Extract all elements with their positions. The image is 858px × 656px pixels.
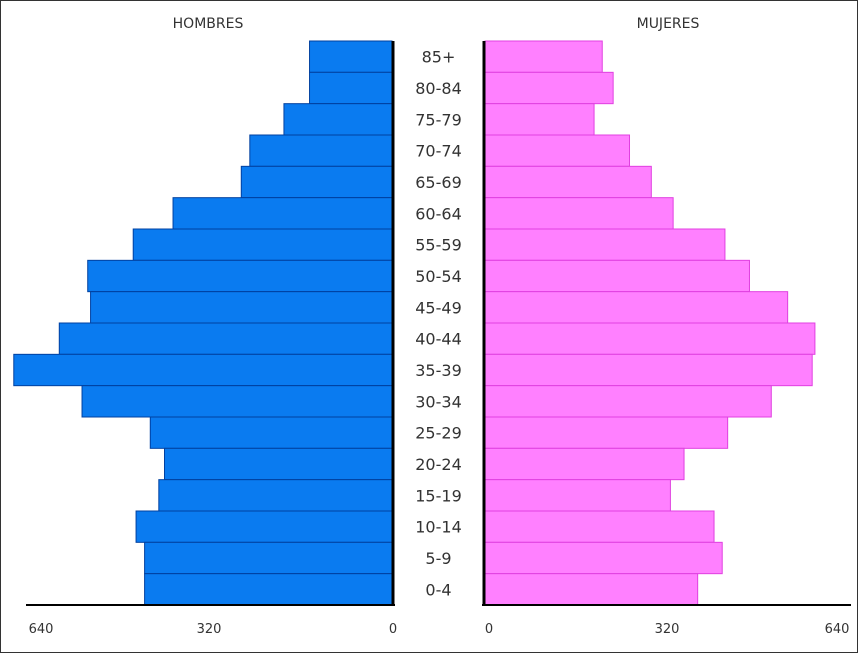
bar-mujeres-0-4 — [484, 573, 699, 606]
bar-hombres-25-29 — [149, 416, 393, 449]
bar-hombres-20-24 — [164, 447, 393, 481]
bar-mujeres-80-84 — [484, 71, 614, 105]
bar-hombres-35-39 — [13, 353, 393, 387]
bar-hombres-0-4 — [144, 573, 393, 606]
age-label-40-44: 40-44 — [415, 330, 462, 349]
age-label-10-14: 10-14 — [415, 518, 462, 537]
bar-hombres-5-9 — [144, 541, 393, 575]
age-label-55-59: 55-59 — [415, 236, 462, 255]
bar-mujeres-50-54 — [484, 259, 750, 293]
tick-left-640: 640 — [29, 622, 54, 637]
age-label-70-74: 70-74 — [415, 142, 462, 161]
bar-hombres-50-54 — [87, 259, 393, 293]
age-label-0-4: 0-4 — [425, 580, 451, 599]
age-label-65-69: 65-69 — [415, 173, 462, 192]
bar-hombres-80-84 — [309, 71, 393, 105]
bar-hombres-60-64 — [172, 197, 393, 230]
age-label-15-19: 15-19 — [415, 486, 462, 505]
bar-hombres-75-79 — [283, 103, 393, 136]
bar-mujeres-30-34 — [484, 385, 772, 418]
bar-mujeres-10-14 — [484, 510, 715, 543]
bar-hombres-55-59 — [132, 228, 393, 261]
age-label-80-84: 80-84 — [415, 79, 462, 98]
age-label-5-9: 5-9 — [425, 549, 451, 568]
bar-mujeres-60-64 — [484, 197, 674, 230]
bar-mujeres-40-44 — [484, 322, 816, 355]
tick-right-320: 320 — [655, 622, 680, 637]
age-label-30-34: 30-34 — [415, 392, 462, 411]
age-label-35-39: 35-39 — [415, 361, 462, 380]
legend-hombres: HOMBRES — [173, 16, 244, 32]
tick-right-640: 640 — [825, 622, 850, 637]
bar-mujeres-25-29 — [484, 416, 729, 449]
age-label-25-29: 25-29 — [415, 424, 462, 443]
bars-group — [13, 40, 816, 606]
age-label-45-49: 45-49 — [415, 298, 462, 317]
bar-mujeres-75-79 — [484, 103, 595, 136]
bar-hombres-30-34 — [81, 385, 393, 418]
bar-mujeres-45-49 — [484, 291, 789, 324]
age-label-50-54: 50-54 — [415, 267, 462, 286]
bar-mujeres-35-39 — [484, 353, 813, 387]
bar-mujeres-70-74 — [484, 134, 631, 167]
tick-labels-group: 640 320 0 0 320 640 — [29, 622, 850, 637]
age-label-75-79: 75-79 — [415, 110, 462, 129]
tick-left-320: 320 — [197, 622, 222, 637]
age-labels-group: 85+ 80-84 75-79 70-74 65-69 60-64 55-59 50-54 45… — [415, 48, 462, 600]
bar-hombres-10-14 — [135, 510, 393, 543]
bar-mujeres-85plus — [484, 40, 603, 73]
age-label-85plus: 85+ — [422, 48, 456, 67]
tick-left-0: 0 — [389, 622, 397, 637]
bar-mujeres-65-69 — [484, 165, 652, 199]
bar-mujeres-5-9 — [484, 541, 723, 575]
tick-right-0: 0 — [485, 622, 493, 637]
bar-hombres-15-19 — [158, 479, 393, 512]
bar-hombres-40-44 — [58, 322, 393, 355]
bar-mujeres-15-19 — [484, 479, 671, 512]
age-label-20-24: 20-24 — [415, 455, 462, 474]
bar-mujeres-55-59 — [484, 228, 726, 261]
legend-mujeres: MUJERES — [637, 16, 700, 32]
age-label-60-64: 60-64 — [415, 204, 462, 223]
bar-hombres-65-69 — [240, 165, 393, 199]
bar-hombres-45-49 — [90, 291, 393, 324]
bar-mujeres-20-24 — [484, 447, 685, 481]
bar-hombres-85plus — [309, 40, 393, 73]
bar-hombres-70-74 — [249, 134, 393, 167]
